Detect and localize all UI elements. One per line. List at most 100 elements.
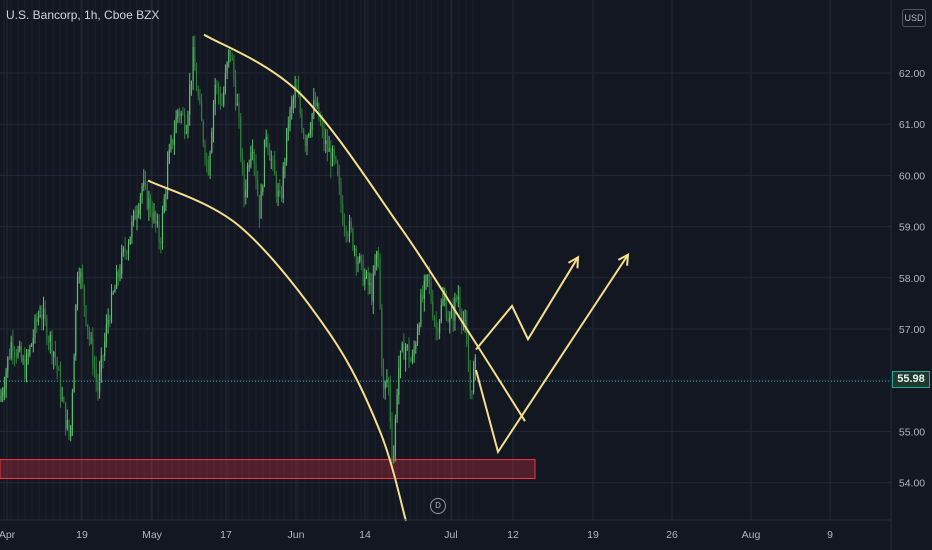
candle <box>224 73 226 92</box>
candle <box>354 248 356 250</box>
candle <box>172 139 174 145</box>
candle <box>282 166 284 199</box>
candle <box>104 341 106 356</box>
candle <box>212 103 215 132</box>
candle <box>54 351 56 359</box>
candle <box>391 422 393 459</box>
time-tick-label: 19 <box>587 529 599 541</box>
candle <box>3 387 5 393</box>
time-axis[interactable]: Apr 19 May 17 Jun 14 Jul 12 19 26 Aug 9 <box>0 529 833 541</box>
candle <box>325 140 327 144</box>
candle <box>25 354 28 380</box>
candle <box>364 276 366 285</box>
candle <box>39 314 41 317</box>
candle <box>371 282 373 302</box>
price-tick-label: 62.00 <box>899 68 925 80</box>
candle <box>308 133 310 137</box>
vertical-grid <box>3 0 831 520</box>
candle <box>376 251 378 267</box>
candle <box>301 112 303 131</box>
candle <box>100 355 102 373</box>
support-zone[interactable] <box>0 459 536 480</box>
candle <box>228 49 230 63</box>
candle <box>124 248 126 253</box>
candle <box>170 139 172 150</box>
candle <box>56 358 58 370</box>
candle <box>422 294 424 300</box>
candle <box>260 191 262 219</box>
candle <box>15 354 17 357</box>
candle <box>284 161 286 167</box>
candle <box>367 272 369 286</box>
candle <box>138 210 140 215</box>
resistance-arc <box>203 33 526 422</box>
candle <box>321 123 323 127</box>
price-axis[interactable]: 54.0055.0056.0057.0058.0059.0060.0061.00… <box>899 68 925 490</box>
candle <box>474 357 476 369</box>
candle <box>102 355 104 357</box>
candle <box>467 344 470 372</box>
candle <box>110 292 113 322</box>
candle <box>168 149 170 164</box>
candle <box>235 79 237 106</box>
candle <box>304 137 306 147</box>
candle <box>296 86 298 89</box>
candle <box>280 194 283 199</box>
candle <box>340 184 342 205</box>
candle <box>347 234 349 237</box>
candle <box>457 296 459 300</box>
candle <box>48 340 50 342</box>
candle <box>214 84 216 104</box>
projection-path-b-head <box>567 255 580 269</box>
candle <box>427 274 429 276</box>
candle <box>119 273 121 278</box>
candle <box>99 372 101 392</box>
candle <box>258 195 260 219</box>
candle <box>107 319 109 325</box>
candle <box>399 350 402 368</box>
candle <box>173 132 175 145</box>
candle <box>58 369 60 371</box>
candle <box>323 126 325 144</box>
candle <box>112 292 114 294</box>
candle <box>134 210 136 220</box>
candle <box>221 104 223 106</box>
candle <box>141 186 143 196</box>
candle <box>245 189 247 198</box>
dividend-marker[interactable]: D <box>430 498 446 514</box>
candle <box>265 136 267 140</box>
candle <box>257 181 259 196</box>
candle <box>46 318 48 341</box>
candlestick-series <box>0 35 476 470</box>
candle <box>156 221 158 224</box>
candle <box>27 354 29 356</box>
candle <box>32 337 34 345</box>
candle <box>318 103 320 121</box>
time-tick-label: Aug <box>742 529 761 541</box>
candle <box>471 390 473 393</box>
candle <box>240 116 242 158</box>
candle <box>384 382 386 389</box>
price-tick-label: 58.00 <box>899 273 925 285</box>
currency-button[interactable]: USD <box>902 9 926 27</box>
candle <box>425 275 427 281</box>
time-tick-label: May <box>142 529 163 541</box>
candle <box>161 212 164 243</box>
trend-drawings[interactable] <box>147 33 630 522</box>
candle <box>75 305 77 356</box>
candle <box>369 282 371 286</box>
candle <box>143 181 145 187</box>
candle <box>109 319 111 322</box>
candle <box>269 149 271 161</box>
candle <box>241 157 243 165</box>
candle <box>88 331 90 339</box>
candle <box>473 368 475 393</box>
candle <box>345 227 347 235</box>
candle <box>180 113 182 117</box>
candle <box>255 163 257 182</box>
candle <box>126 252 128 254</box>
candle <box>136 214 138 220</box>
candle <box>105 324 107 342</box>
candle <box>461 311 463 324</box>
